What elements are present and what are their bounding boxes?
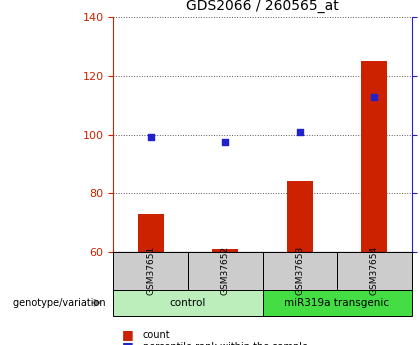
Text: GSM37652: GSM37652 <box>221 246 230 295</box>
Text: ■: ■ <box>122 328 134 341</box>
Title: GDS2066 / 260565_at: GDS2066 / 260565_at <box>186 0 339 13</box>
Bar <box>287 181 313 252</box>
Point <box>222 139 228 144</box>
Bar <box>212 249 238 252</box>
Text: count: count <box>143 330 171 339</box>
Text: percentile rank within the sample: percentile rank within the sample <box>143 342 308 345</box>
Text: control: control <box>170 298 206 308</box>
Point <box>371 94 378 100</box>
Text: GSM37653: GSM37653 <box>295 246 304 295</box>
Text: GSM37651: GSM37651 <box>146 246 155 295</box>
Point <box>297 129 303 135</box>
Text: genotype/variation: genotype/variation <box>13 298 109 308</box>
Text: miR319a transgenic: miR319a transgenic <box>284 298 390 308</box>
Text: GSM37654: GSM37654 <box>370 246 379 295</box>
Point <box>147 134 154 140</box>
Text: ■: ■ <box>122 340 134 345</box>
Bar <box>138 214 164 252</box>
Bar <box>361 61 387 252</box>
